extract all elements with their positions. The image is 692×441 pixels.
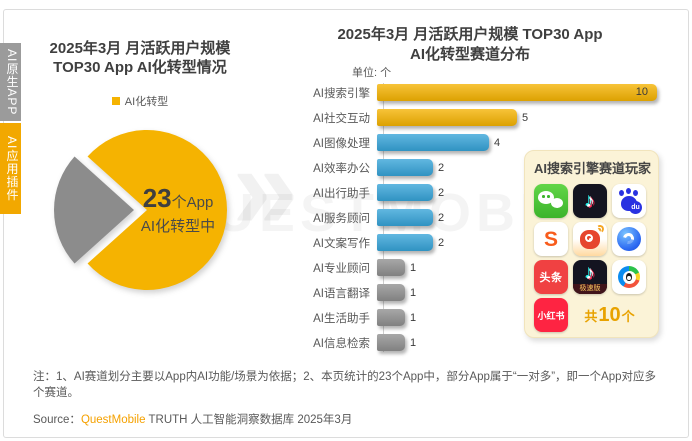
bar-row: AI专业顾问 1	[306, 255, 686, 280]
bar-value-label: 2	[438, 186, 445, 199]
left-chart-title: 2025年3月 月活跃用户规模 TOP30 App AI化转型情况	[28, 40, 252, 78]
bar-value-label: 2	[438, 161, 445, 174]
baidu-app-icon: du	[612, 184, 646, 218]
bar-row: AI出行助手 2	[306, 180, 686, 205]
bar-category-label: AI专业顾问	[313, 262, 370, 275]
bar-category-label: AI语言翻译	[313, 287, 370, 300]
bar-category-label: AI社交互动	[313, 112, 370, 125]
bar-category-label: AI服务顾问	[313, 212, 370, 225]
source-rest: TRUTH 人工智能洞察数据库 2025年3月	[145, 414, 353, 426]
source-brand: QuestMobile	[80, 414, 146, 426]
bar-value-label: 2	[438, 236, 445, 249]
pie-center-caption: AI化转型中	[140, 218, 216, 235]
bar	[377, 234, 433, 251]
bar	[377, 284, 405, 301]
douyin-app-icon: ♪	[573, 184, 607, 218]
bar	[377, 159, 433, 176]
bar-row: AI生活助手 1	[306, 305, 686, 330]
players-panel-title: AI搜索引擎赛道玩家	[534, 161, 652, 176]
pie-chart	[54, 130, 228, 290]
unit-label: 单位: 个	[352, 67, 392, 79]
left-chart-title-line2: TOP30 App AI化转型情况	[53, 58, 227, 76]
pie-slice-not-transformed	[54, 156, 134, 264]
bar-chart: AI搜索引擎 10 AI社交互动 5 AI图像处理 4 AI效率办公 2 AI出行助手 2 AI服务…	[306, 80, 686, 355]
source-prefix: Source：	[33, 414, 81, 426]
qq-browser-app-icon	[612, 260, 646, 294]
weibo-app-icon	[573, 222, 607, 256]
bar-row: AI语言翻译 1	[306, 280, 686, 305]
app-icon-grid: ♪ du S 头条 ♪ 极速版小红书 共 10 个	[534, 184, 649, 332]
bar-row: AI效率办公 2	[306, 155, 686, 180]
bar-row: AI文案写作 2	[306, 230, 686, 255]
left-chart-title-line1: 2025年3月 月活跃用户规模	[49, 40, 231, 57]
bar	[377, 109, 517, 126]
bar-category-label: AI文案写作	[313, 237, 370, 250]
sidebar-tab-ai-plugin: AI应用插件	[0, 123, 21, 214]
bar-value-label: 1	[410, 311, 417, 324]
bar	[377, 209, 433, 226]
total-apps-label: 共 10 个	[584, 303, 635, 326]
bar-value-label: 1	[410, 286, 417, 299]
sogou-s-label: S	[543, 227, 558, 251]
bar-category-label: AI出行助手	[313, 187, 370, 200]
wechat-app-icon	[534, 184, 568, 218]
quark-app-icon	[612, 222, 646, 256]
legend-swatch	[111, 97, 120, 105]
bar-value-label: 1	[410, 336, 417, 349]
bar-category-label: AI生活助手	[313, 312, 370, 325]
baidu-du-label: du	[629, 201, 642, 214]
bar-category-label: AI效率办公	[313, 162, 370, 175]
bar-value-label: 10	[635, 86, 648, 98]
players-panel: AI搜索引擎赛道玩家 ♪ du S 头条 ♪ 极速版小红书 共 10 个	[524, 150, 659, 338]
toutiao-label: 头条	[539, 272, 563, 284]
bar	[377, 184, 433, 201]
bar	[377, 334, 405, 351]
source-line: Source：QuestMobile TRUTH 人工智能洞察数据库 2025年…	[33, 411, 352, 427]
bar-value-label: 1	[410, 261, 417, 274]
xiaohongshu-label: 小红书	[537, 310, 565, 321]
pie-center-value: 23	[142, 183, 172, 213]
bar	[377, 259, 405, 276]
bar-value-label: 2	[438, 211, 445, 224]
right-chart-title: 2025年3月 月活跃用户规模 TOP30 App AI化转型赛道分布	[320, 25, 620, 64]
bar-value-label: 4	[494, 136, 501, 149]
bar-row: AI社交互动 5	[306, 105, 686, 130]
watermark-chevron-icon: »	[232, 121, 299, 255]
sogou-app-icon: S	[534, 222, 568, 256]
bar: 10	[377, 84, 657, 101]
bar-row: AI信息检索 1	[306, 330, 686, 355]
pie-slice-ai-transformed	[87, 130, 228, 290]
pie-legend: AI化转型	[28, 93, 252, 109]
bar-category-label: AI信息检索	[313, 337, 370, 350]
bar-category-label: AI图像处理	[313, 137, 370, 150]
bar-row: AI搜索引擎 10	[306, 80, 686, 105]
bar	[377, 134, 489, 151]
bar-category-label: AI搜索引擎	[313, 87, 370, 100]
bar	[377, 309, 405, 326]
app-badge-label: 极速版	[573, 284, 607, 294]
right-chart-title-line1: 2025年3月 月活跃用户规模 TOP30 App	[337, 26, 603, 43]
pie-center-suffix: 个App	[171, 194, 214, 211]
right-chart-title-line2: AI化转型赛道分布	[409, 45, 530, 63]
douyin-lite-app-icon: ♪ 极速版	[573, 260, 607, 294]
toutiao-app-icon: 头条	[534, 260, 568, 294]
footnote: 注：1、AI赛道划分主要以App内AI功能/场景为依据；2、本页统计的23个Ap…	[33, 371, 657, 400]
bar-value-label: 5	[522, 111, 529, 124]
bar-row: AI服务顾问 2	[306, 205, 686, 230]
legend-label: AI化转型	[124, 96, 169, 108]
pie-center-annotation: 23个App AI化转型中	[128, 183, 228, 236]
bar-row: AI图像处理 4	[306, 130, 686, 155]
xiaohongshu-app-icon: 小红书	[534, 298, 568, 332]
sidebar-tab-ai-native-app: AI原生APP	[0, 43, 21, 121]
